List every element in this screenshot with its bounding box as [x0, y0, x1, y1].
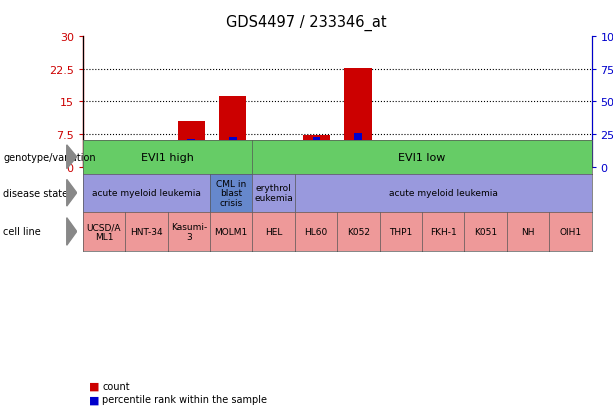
Bar [271, 161, 278, 167]
Text: count: count [102, 381, 130, 391]
Text: K051: K051 [474, 228, 497, 236]
Text: ■: ■ [89, 381, 99, 391]
Bar [470, 155, 497, 167]
Bar [521, 158, 528, 167]
Text: UCSD/A
ML1: UCSD/A ML1 [86, 223, 121, 241]
Bar [219, 97, 246, 167]
Text: NH: NH [521, 228, 535, 236]
Text: K052: K052 [347, 228, 370, 236]
Bar [303, 136, 330, 167]
Bar [104, 154, 112, 167]
Bar [479, 150, 487, 167]
Polygon shape [67, 180, 77, 206]
Bar [345, 69, 371, 167]
Bar [146, 164, 153, 167]
Polygon shape [67, 218, 77, 246]
Text: disease state: disease state [3, 188, 68, 198]
Text: OIH1: OIH1 [559, 228, 581, 236]
Text: CML in
blast
crisis: CML in blast crisis [216, 179, 246, 207]
Text: acute myeloid leukemia: acute myeloid leukemia [389, 189, 498, 198]
Text: HL60: HL60 [304, 228, 327, 236]
Bar [438, 154, 445, 167]
Polygon shape [67, 145, 77, 169]
Text: genotype/variation: genotype/variation [3, 152, 96, 162]
Text: FKH-1: FKH-1 [430, 228, 457, 236]
Bar [178, 122, 205, 167]
Text: erythrol
eukemia: erythrol eukemia [254, 184, 293, 203]
Bar [313, 138, 320, 167]
Bar [386, 153, 413, 167]
Bar [188, 140, 195, 167]
Text: MOLM1: MOLM1 [215, 228, 248, 236]
Text: cell line: cell line [3, 227, 41, 237]
Text: HNT-34: HNT-34 [130, 228, 162, 236]
Text: EVI1 low: EVI1 low [398, 152, 446, 162]
Bar [563, 148, 570, 167]
Bar [511, 162, 538, 167]
Bar [261, 166, 288, 167]
Text: Kasumi-
3: Kasumi- 3 [170, 223, 207, 241]
Text: THP1: THP1 [389, 228, 413, 236]
Bar [229, 138, 237, 167]
Text: HEL: HEL [265, 228, 282, 236]
Text: GDS4497 / 233346_at: GDS4497 / 233346_at [226, 14, 387, 31]
Text: EVI1 high: EVI1 high [141, 152, 194, 162]
Text: acute myeloid leukemia: acute myeloid leukemia [92, 189, 201, 198]
Text: ■: ■ [89, 394, 99, 404]
Bar [354, 133, 362, 167]
Bar [396, 148, 403, 167]
Text: percentile rank within the sample: percentile rank within the sample [102, 394, 267, 404]
Bar [428, 157, 455, 167]
Bar [94, 163, 121, 167]
Bar [553, 143, 580, 167]
